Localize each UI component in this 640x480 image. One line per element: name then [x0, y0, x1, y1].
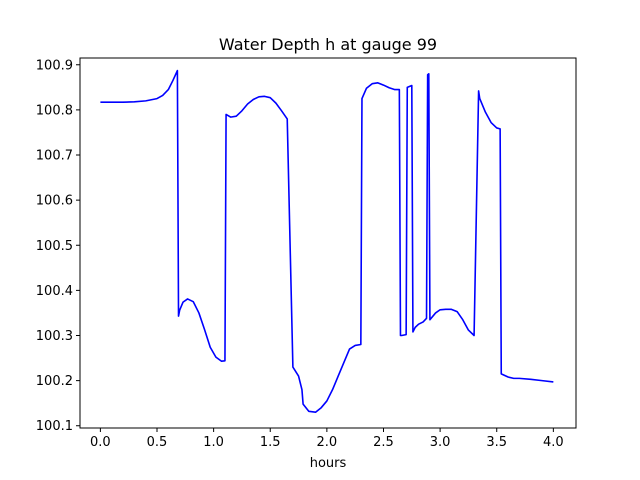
x-tick-label: 2.5 [373, 435, 394, 450]
series-line-0 [100, 69, 554, 414]
chart-title: Water Depth h at gauge 99 [219, 35, 437, 54]
x-tick-label: 3.0 [430, 435, 451, 450]
y-tick-label: 100.7 [36, 149, 73, 164]
x-tick-label: 1.0 [203, 435, 224, 450]
plot-frame [79, 57, 577, 429]
y-tick-label: 100.6 [36, 194, 73, 209]
y-tick-label: 100.9 [36, 58, 73, 73]
y-tick-label: 100.2 [36, 374, 73, 389]
x-tick-label: 1.5 [260, 435, 281, 450]
x-axis-label: hours [310, 456, 347, 471]
y-tick-label: 100.5 [36, 239, 73, 254]
plot-area [100, 69, 554, 414]
x-tick-label: 4.0 [543, 435, 564, 450]
y-tick-label: 100.4 [36, 284, 73, 299]
y-tick-label: 100.3 [36, 329, 73, 344]
y-tick-label: 100.1 [36, 419, 73, 434]
x-axis: 0.0 0.5 1.0 1.5 2.0 2.5 3.0 3.5 4.0 [90, 428, 564, 450]
y-axis: 100.1 100.2 100.3 100.4 100.5 100.6 100.7 100.8… [36, 58, 80, 434]
y-tick-label: 100.8 [36, 103, 73, 118]
x-tick-label: 2.0 [317, 435, 338, 450]
x-tick-label: 3.5 [486, 435, 507, 450]
x-tick-label: 0.5 [147, 435, 168, 450]
x-tick-label: 0.0 [90, 435, 111, 450]
